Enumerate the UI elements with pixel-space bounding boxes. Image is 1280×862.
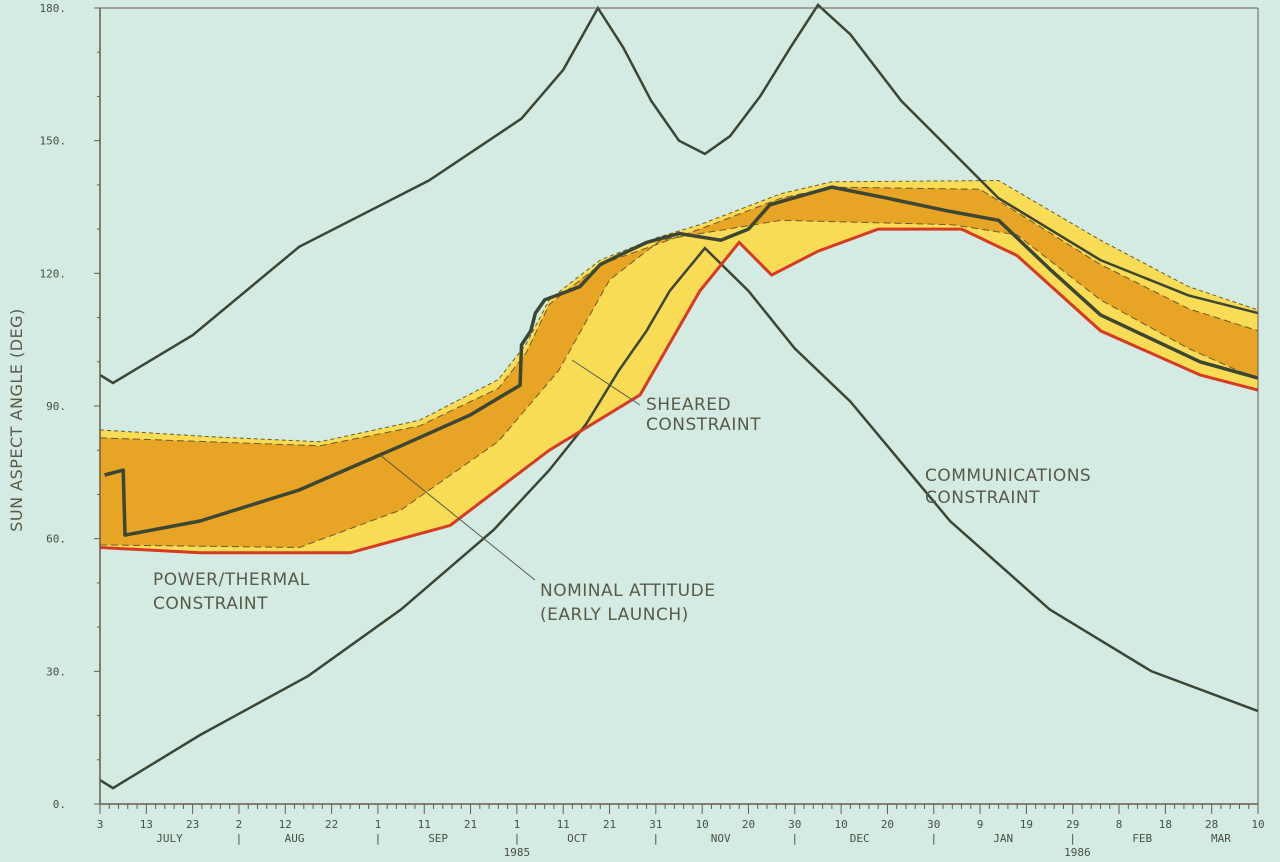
y-axis-label: SUN ASPECT ANGLE (DEG) (7, 308, 26, 532)
year-label: 1986 (1064, 846, 1091, 859)
x-tick-label: 20 (742, 818, 755, 831)
communications-constraint-line (99, 246, 1259, 790)
month-label: OCT (567, 832, 587, 845)
x-tick-label: 1 (375, 818, 382, 831)
annotation-power: POWER/THERMAL CONSTRAINT (153, 570, 310, 614)
x-tick-label: 23 (186, 818, 199, 831)
y-tick-label: 150. (40, 135, 67, 148)
x-tick-label: 10 (1251, 818, 1264, 831)
y-tick-label: 90. (46, 400, 66, 413)
x-tick-label: 8 (1116, 818, 1123, 831)
y-tick-label: 120. (40, 267, 67, 280)
power-label-1: POWER/THERMAL (153, 570, 310, 590)
x-tick-label: 31 (649, 818, 662, 831)
x-tick-label: 20 (881, 818, 894, 831)
x-tick-label: 30 (927, 818, 940, 831)
sheared-label-1: SHEARED (646, 395, 731, 415)
power-thermal-band (100, 187, 1258, 548)
month-label: AUG (285, 832, 305, 845)
power-thermal-constraint-line (99, 227, 1259, 555)
nominal-label-2: (EARLY LAUNCH) (540, 605, 689, 625)
x-tick-label: 11 (418, 818, 431, 831)
comms-label-2: CONSTRAINT (925, 488, 1040, 508)
x-tick-label: 3 (97, 818, 104, 831)
month-label: JULY (156, 832, 183, 845)
nominal-label-1: NOMINAL ATTITUDE (540, 581, 715, 601)
x-tick-label: 2 (236, 818, 243, 831)
band-inner-top-dashed (99, 186, 1259, 447)
x-tick-label: 19 (1020, 818, 1033, 831)
x-tick-label: 13 (140, 818, 153, 831)
month-label: FEB (1132, 832, 1152, 845)
year-label: 1985 (504, 846, 531, 859)
curves (99, 2, 1259, 790)
month-separator: | (653, 832, 660, 845)
month-separator: | (514, 832, 521, 845)
month-label: MAR (1211, 832, 1231, 845)
month-separator: | (930, 832, 937, 845)
annotation-comms: COMMUNICATIONS CONSTRAINT (925, 466, 1091, 508)
axes: 0.30.60.90.120.150.180.3 13 23 2 12 22 1 11 21 1 1… (40, 2, 1265, 859)
x-tick-label: 10 (834, 818, 847, 831)
x-tick-label: 12 (279, 818, 292, 831)
x-tick-label: 1 (514, 818, 521, 831)
x-tick-label: 18 (1159, 818, 1172, 831)
x-tick-label: 21 (464, 818, 477, 831)
y-tick-label: 0. (53, 798, 66, 811)
x-tick-label: 28 (1205, 818, 1218, 831)
sheared-label-2: CONSTRAINT (646, 415, 761, 435)
communications-constraint-line (99, 2, 1259, 385)
month-label: DEC (850, 832, 870, 845)
x-tick-label: 30 (788, 818, 801, 831)
annotation-nominal: NOMINAL ATTITUDE (EARLY LAUNCH) (379, 454, 715, 625)
x-tick-label: 9 (977, 818, 984, 831)
month-separator: | (1069, 832, 1076, 845)
x-tick-label: 29 (1066, 818, 1079, 831)
y-tick-label: 180. (40, 2, 67, 15)
nominal-attitude-line (104, 185, 1259, 537)
x-tick-label: 11 (557, 818, 570, 831)
month-label: NOV (711, 832, 731, 845)
band-outer-dashed (99, 179, 1259, 443)
x-tick-label: 22 (325, 818, 338, 831)
y-tick-label: 30. (46, 665, 66, 678)
x-tick-label: 10 (696, 818, 709, 831)
y-tick-label: 60. (46, 533, 66, 546)
power-label-2: CONSTRAINT (153, 594, 268, 614)
month-separator: | (375, 832, 382, 845)
month-label: JAN (993, 832, 1013, 845)
month-separator: | (236, 832, 243, 845)
x-tick-label: 21 (603, 818, 616, 831)
month-label: SEP (428, 832, 448, 845)
comms-label-1: COMMUNICATIONS (925, 466, 1091, 486)
month-separator: | (791, 832, 798, 845)
annotation-sheared: SHEARED CONSTRAINT (571, 359, 761, 435)
